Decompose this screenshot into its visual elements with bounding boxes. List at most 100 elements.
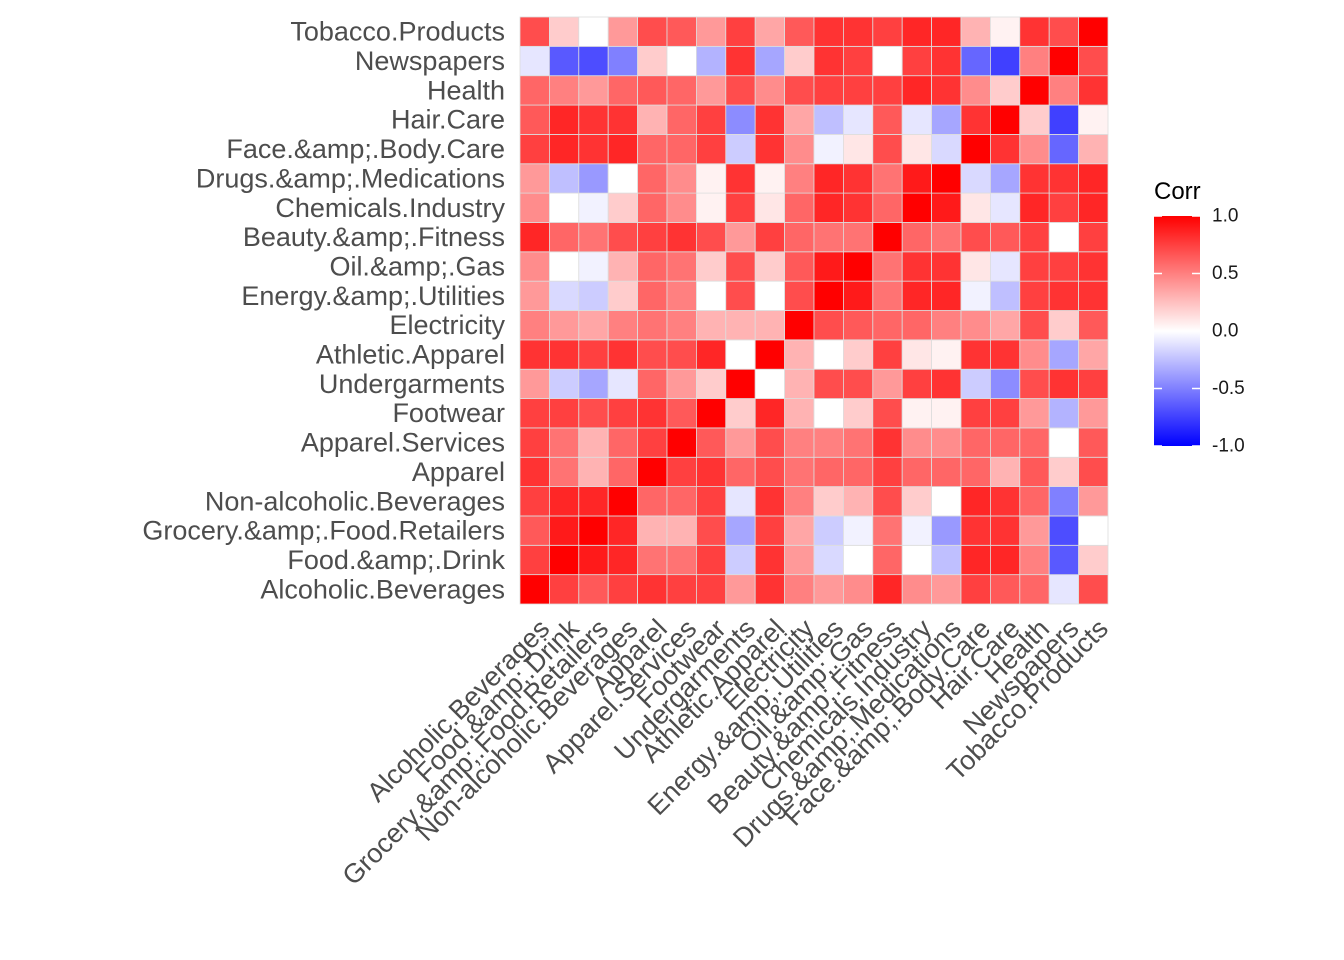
heatmap-cell — [784, 251, 815, 282]
heatmap-cell — [872, 45, 903, 77]
x-axis-labels: Alcoholic.BeveragesFood.&amp;.DrinkGroce… — [336, 613, 1113, 891]
heatmap-cell — [960, 486, 991, 517]
heatmap-cell — [843, 163, 874, 194]
heatmap-cell — [637, 515, 668, 546]
heatmap-cell — [813, 310, 844, 341]
heatmap-cell — [872, 427, 903, 458]
heatmap-cell — [696, 75, 727, 106]
heatmap-cell — [666, 163, 697, 194]
heatmap-cell — [872, 398, 903, 429]
heatmap-cell — [1019, 310, 1050, 341]
heatmap-cell — [1019, 75, 1050, 106]
y-tick-label: Face.&amp;.Body.Care — [226, 134, 505, 164]
heatmap-cell — [578, 456, 609, 488]
heatmap-cell — [784, 45, 815, 77]
heatmap-cell — [1078, 574, 1109, 605]
heatmap-cell — [1019, 222, 1050, 253]
heatmap-cell — [696, 544, 727, 576]
heatmap-cell — [843, 45, 874, 77]
heatmap-cell — [990, 280, 1021, 311]
heatmap-cell — [872, 16, 903, 47]
heatmap-cell — [1048, 45, 1079, 77]
heatmap-cell — [784, 544, 815, 576]
heatmap-cell — [931, 486, 962, 517]
heatmap-cell — [1048, 163, 1079, 194]
y-tick-label: Food.&amp;.Drink — [287, 545, 505, 575]
heatmap-cell — [1078, 339, 1109, 370]
heatmap-cell — [960, 339, 991, 370]
heatmap-cell — [637, 104, 668, 135]
heatmap-cell — [784, 104, 815, 135]
heatmap-cell — [813, 75, 844, 106]
heatmap-cell — [843, 222, 874, 253]
heatmap-cell — [607, 192, 639, 223]
heatmap-cell — [607, 45, 639, 77]
heatmap-cell — [549, 310, 580, 341]
heatmap-cell — [666, 192, 697, 223]
heatmap-cell — [666, 222, 697, 253]
heatmap-cell — [931, 339, 962, 370]
heatmap-cell — [696, 16, 727, 47]
heatmap-cell — [696, 133, 727, 165]
heatmap-cell — [578, 222, 609, 253]
heatmap-cell — [931, 574, 962, 605]
heatmap-cell — [990, 192, 1021, 223]
y-tick-label: Drugs.&amp;.Medications — [196, 163, 505, 193]
heatmap-cell — [990, 163, 1021, 194]
y-tick-label: Chemicals.Industry — [275, 193, 505, 223]
heatmap-cell — [754, 486, 786, 517]
heatmap-cell — [1078, 104, 1109, 135]
heatmap-cell — [1078, 192, 1109, 223]
heatmap-cell — [1078, 368, 1109, 399]
heatmap-cell — [990, 75, 1021, 106]
heatmap-cell — [725, 368, 756, 399]
heatmap-cell — [549, 515, 580, 546]
heatmap-cell — [931, 192, 962, 223]
heatmap-cell — [666, 45, 697, 77]
heatmap-cell — [843, 75, 874, 106]
heatmap-cell — [519, 310, 550, 341]
heatmap-cell — [872, 280, 903, 311]
heatmap-cell — [637, 398, 668, 429]
y-tick-label: Apparel — [412, 457, 505, 487]
heatmap-cell — [1048, 486, 1079, 517]
heatmap-cell — [872, 104, 903, 135]
heatmap-cell — [578, 398, 609, 429]
heatmap-cell — [1078, 515, 1109, 546]
heatmap-cell — [813, 427, 844, 458]
heatmap-cell — [754, 515, 786, 546]
heatmap-cell — [549, 45, 580, 77]
heatmap-cell — [1048, 544, 1079, 576]
heatmap-cell — [1019, 45, 1050, 77]
heatmap-cell — [607, 251, 639, 282]
heatmap-cell — [843, 456, 874, 488]
heatmap-cell — [901, 45, 933, 77]
heatmap-cell — [1048, 339, 1079, 370]
heatmap-cell — [754, 398, 786, 429]
heatmap-cell — [696, 280, 727, 311]
heatmap-cell — [549, 398, 580, 429]
heatmap-cell — [872, 192, 903, 223]
heatmap-cell — [960, 515, 991, 546]
heatmap-cell — [637, 339, 668, 370]
heatmap-cell — [666, 339, 697, 370]
heatmap-cell — [607, 310, 639, 341]
heatmap-cell — [813, 515, 844, 546]
heatmap-cell — [549, 544, 580, 576]
y-tick-label: Footwear — [392, 398, 505, 428]
heatmap-cell — [696, 427, 727, 458]
y-tick-label: Beauty.&amp;.Fitness — [243, 222, 505, 252]
heatmap-cell — [666, 544, 697, 576]
heatmap-cell — [1019, 104, 1050, 135]
heatmap-cell — [843, 104, 874, 135]
heatmap-cell — [960, 251, 991, 282]
y-tick-label: Oil.&amp;.Gas — [329, 251, 505, 281]
heatmap-cell — [843, 310, 874, 341]
heatmap-cell — [960, 280, 991, 311]
heatmap-cell — [960, 104, 991, 135]
heatmap-cell — [696, 574, 727, 605]
heatmap-cell — [990, 133, 1021, 165]
heatmap-cell — [549, 222, 580, 253]
heatmap-cell — [637, 133, 668, 165]
heatmap-cell — [696, 368, 727, 399]
